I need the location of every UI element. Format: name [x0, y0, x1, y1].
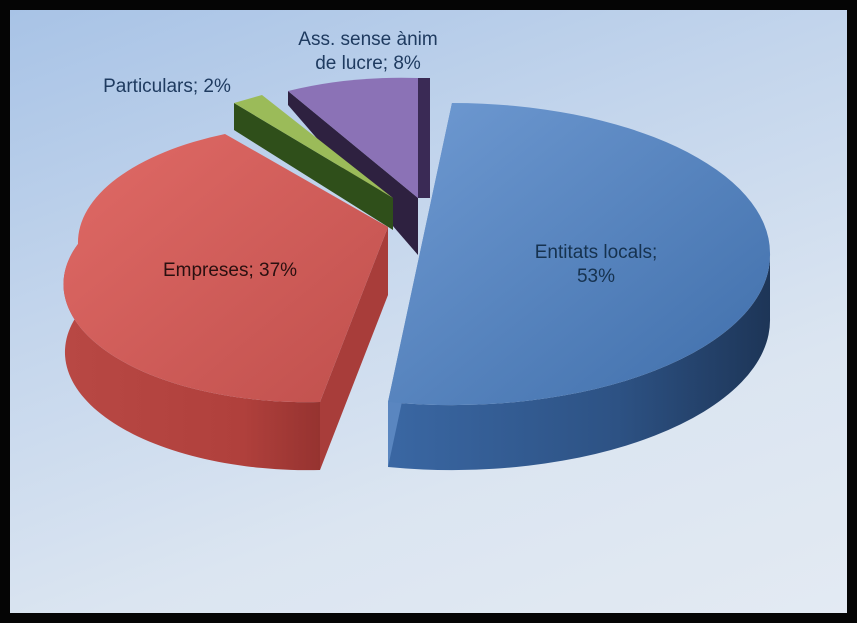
data-label-line: Ass. sense ànim — [298, 29, 437, 50]
pie-slice-edge-empreses — [320, 227, 388, 470]
pie-slice-entitats-locals — [388, 103, 771, 471]
data-label-line: Entitats locals; — [535, 242, 658, 263]
pie-slice-side-empreses — [63, 244, 321, 471]
pie-slice-edge-ass-sense-anim — [418, 78, 430, 198]
pie-slice-side-particulars — [234, 103, 393, 230]
data-label-empreses: Empreses; 37% — [163, 260, 297, 281]
data-label-entitats-locals: Entitats locals; 53% — [535, 242, 658, 287]
pie-slice-top-entitats-locals — [388, 103, 771, 406]
data-label-line: 53% — [577, 266, 615, 287]
data-label-line: de lucre; 8% — [315, 53, 421, 74]
pie-slice-top-ass-sense-anim — [288, 77, 418, 198]
data-label-line: Empreses; 37% — [163, 260, 297, 281]
data-label-ass-sense-anim: Ass. sense ànim de lucre; 8% — [298, 29, 437, 74]
pie-slice-top-particulars — [234, 95, 393, 198]
data-label-particulars: Particulars; 2% — [103, 76, 231, 97]
pie-slice-particulars — [234, 95, 393, 230]
pie-slice-side-entitats-locals — [388, 253, 771, 471]
data-label-line: Particulars; 2% — [103, 76, 231, 97]
pie-slice-empreses — [63, 134, 389, 471]
pie-slice-top-empreses — [63, 134, 389, 403]
